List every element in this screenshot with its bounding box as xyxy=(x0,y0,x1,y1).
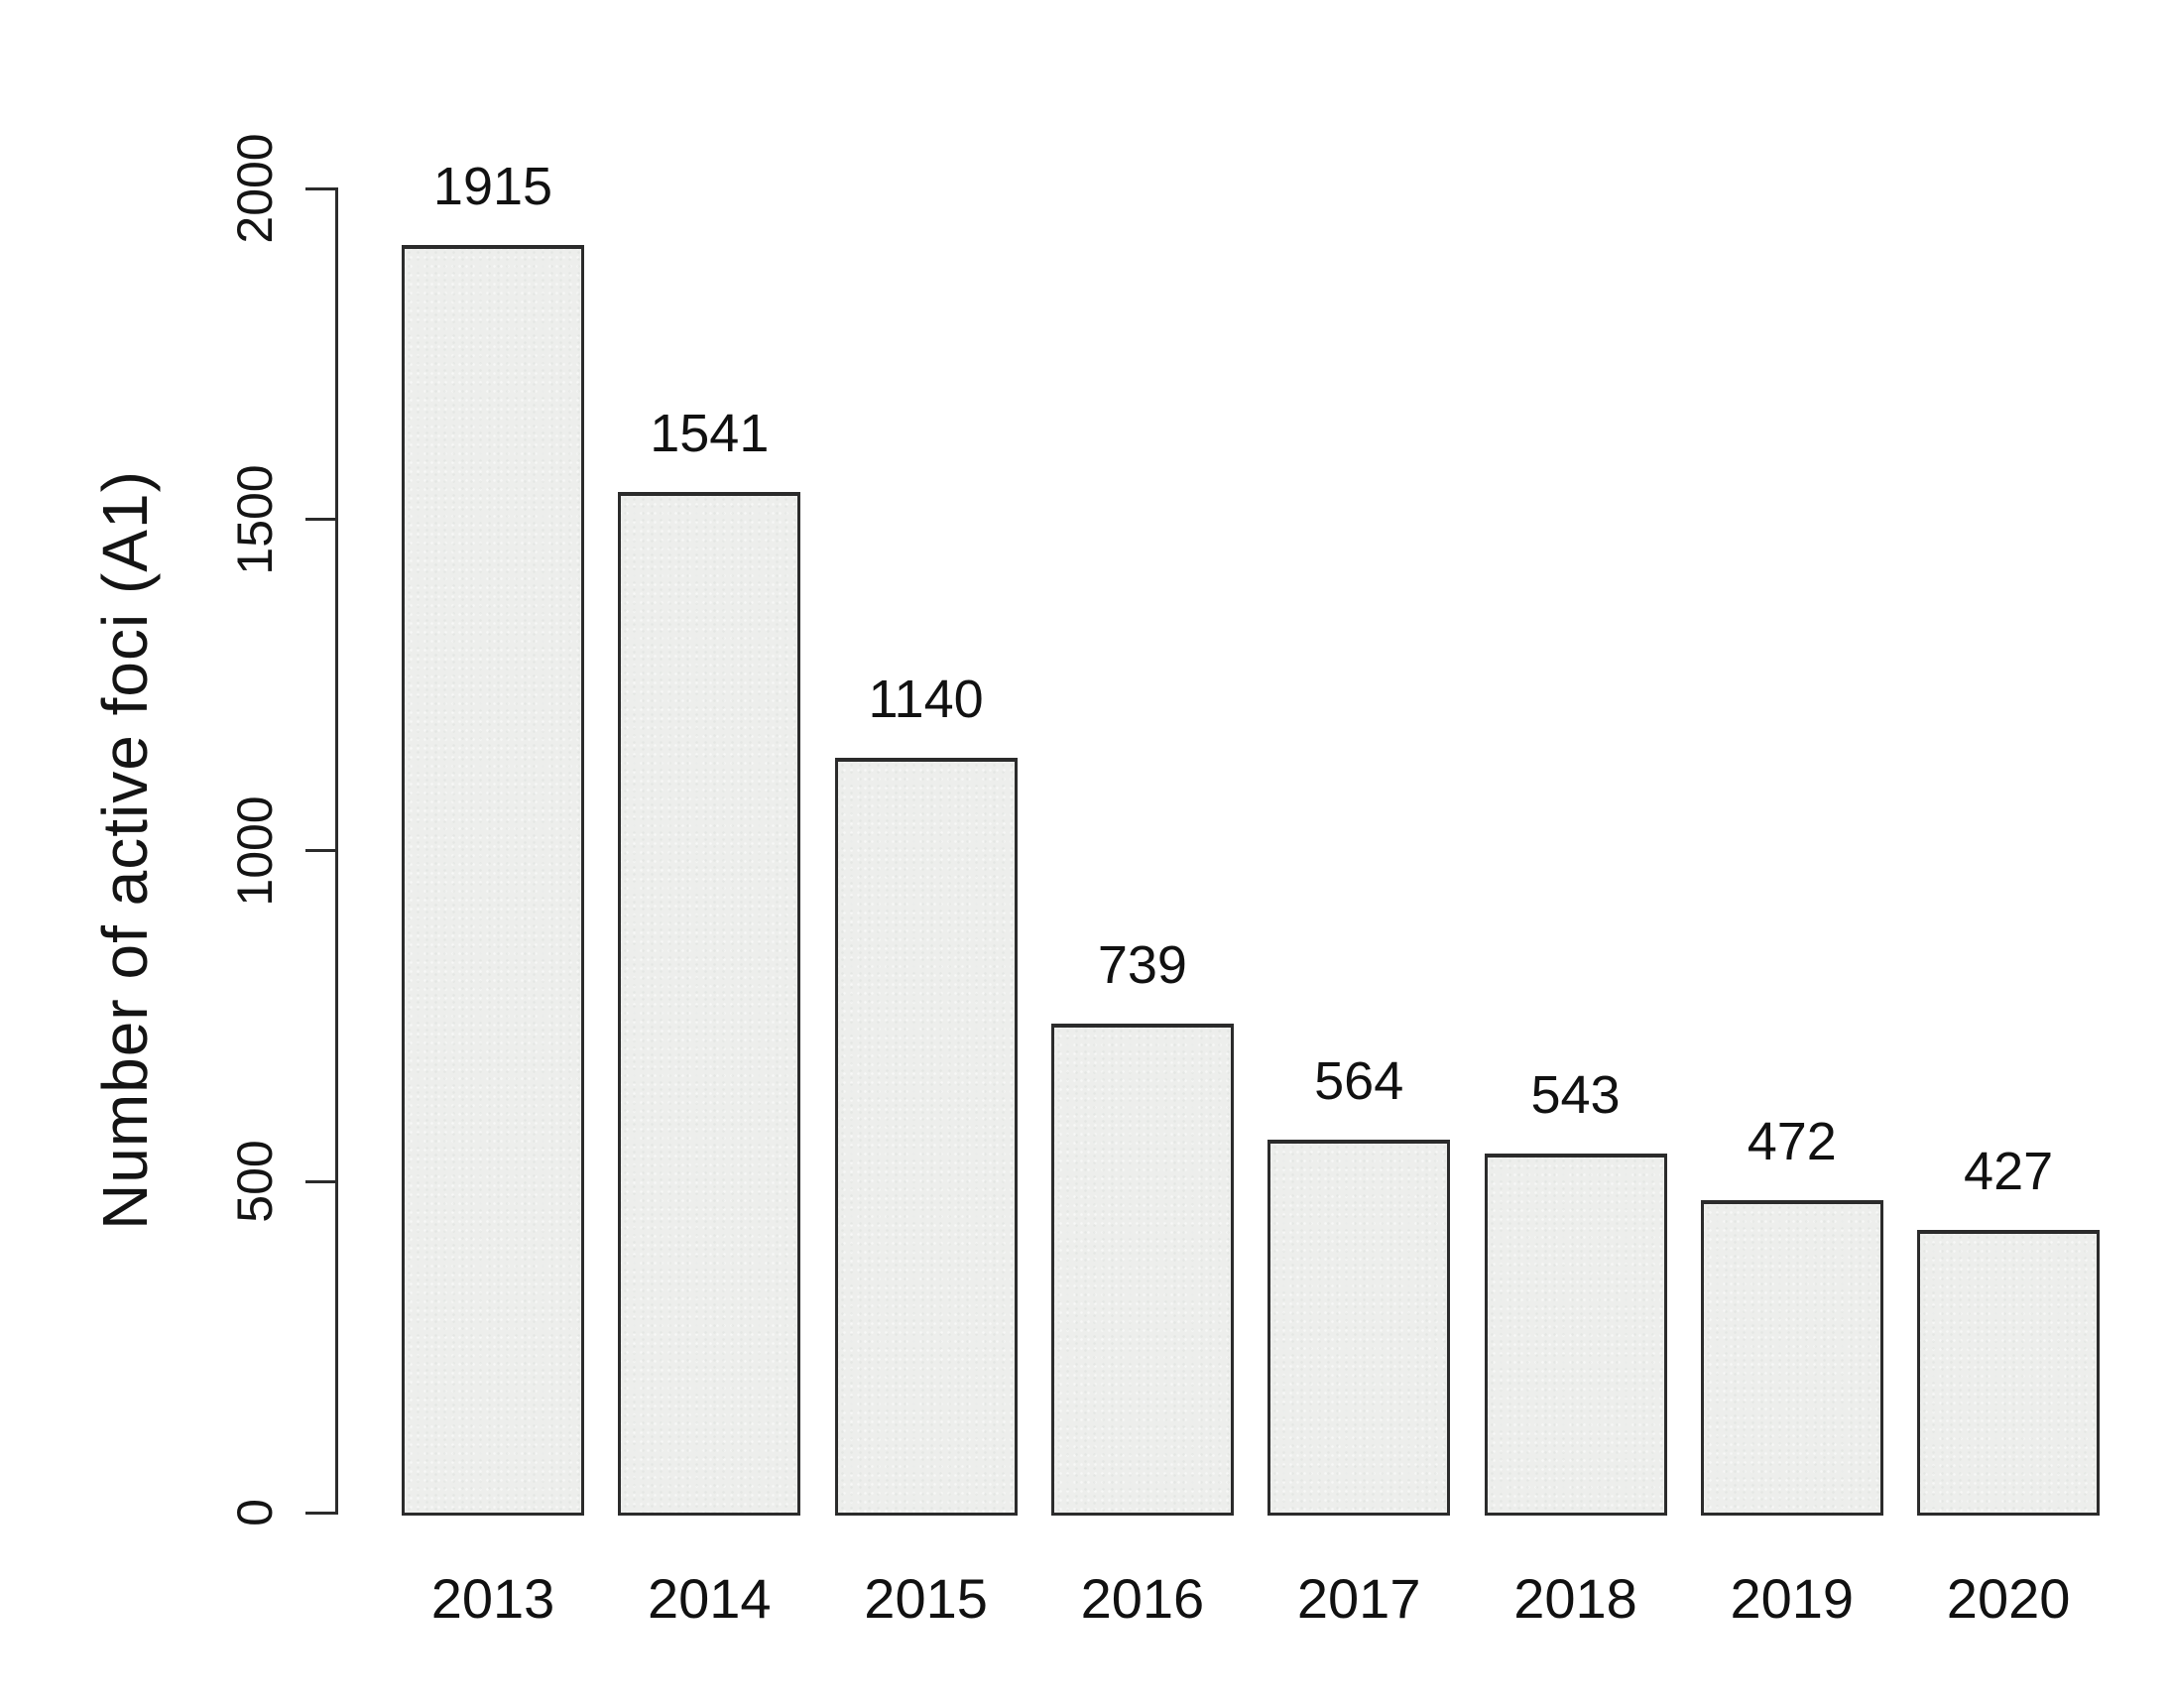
bar-2018 xyxy=(1484,1153,1667,1516)
y-tick-label: 2000 xyxy=(227,133,283,244)
y-axis-title: Number of active foci (A1) xyxy=(89,470,161,1230)
y-tick-label: 1000 xyxy=(227,794,283,907)
bar-2017 xyxy=(1267,1139,1451,1516)
bar-2019 xyxy=(1700,1199,1883,1516)
y-tick-mark xyxy=(305,1179,335,1183)
x-tick-label-2020: 2020 xyxy=(1946,1567,2071,1630)
bar-value-label: 564 xyxy=(1314,1050,1404,1111)
y-tick-label: 0 xyxy=(227,1499,283,1526)
x-tick-label-2013: 2013 xyxy=(430,1567,555,1630)
bar-2016 xyxy=(1050,1023,1234,1516)
bar-value-label: 1541 xyxy=(650,404,770,464)
y-axis-line xyxy=(335,186,338,1515)
x-tick-label-2015: 2015 xyxy=(864,1567,988,1630)
bar-value-label: 427 xyxy=(1964,1141,2054,1201)
bar-value-label: 543 xyxy=(1530,1064,1621,1125)
y-tick-mark xyxy=(305,1511,335,1515)
x-tick-label-2017: 2017 xyxy=(1296,1567,1421,1630)
bar-2015 xyxy=(834,758,1018,1516)
x-tick-label-2019: 2019 xyxy=(1730,1567,1855,1630)
bar-value-label: 1915 xyxy=(432,156,553,216)
bar-value-label: 1140 xyxy=(868,670,984,730)
y-tick-label: 500 xyxy=(227,1140,283,1223)
y-tick-label: 1500 xyxy=(227,464,283,575)
bar-2014 xyxy=(618,492,801,1516)
bar-2020 xyxy=(1917,1229,2101,1516)
bar-value-label: 472 xyxy=(1747,1111,1837,1171)
x-tick-label-2014: 2014 xyxy=(648,1567,772,1630)
y-tick-mark xyxy=(305,518,335,522)
bar-2013 xyxy=(402,244,584,1516)
y-tick-mark xyxy=(305,186,335,190)
y-tick-mark xyxy=(305,849,335,852)
x-tick-label-2018: 2018 xyxy=(1513,1567,1637,1630)
bar-value-label: 739 xyxy=(1097,934,1187,995)
x-tick-label-2016: 2016 xyxy=(1080,1567,1205,1630)
